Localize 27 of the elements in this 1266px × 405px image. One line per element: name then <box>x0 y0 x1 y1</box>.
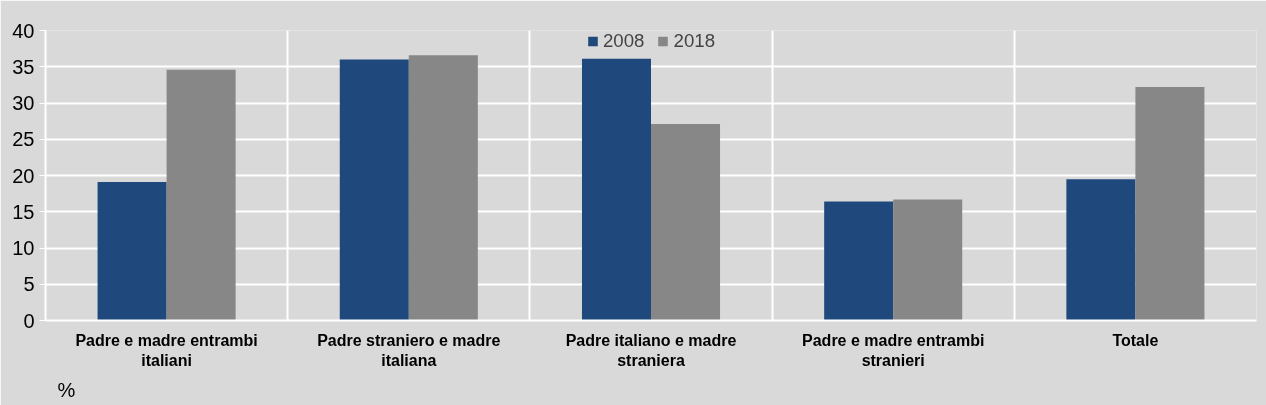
bar <box>339 59 409 321</box>
text: % <box>57 378 76 401</box>
x-tick-label: Padre italiano e madre straniera <box>565 331 737 369</box>
bar <box>651 124 721 321</box>
y-tick-label: 30 <box>12 92 35 114</box>
y-tick-label: 5 <box>23 273 35 296</box>
y-tick-label: 0 <box>23 309 35 332</box>
bar <box>97 182 167 321</box>
y-tick-label: 25 <box>12 128 35 151</box>
bar <box>893 199 963 321</box>
bar <box>1135 87 1205 321</box>
x-tick-label: Padre e madre entrambi stranieri <box>802 331 985 369</box>
legend-label: 2018 <box>673 30 716 52</box>
bar <box>166 69 236 321</box>
legend-label: 2008 <box>602 30 645 52</box>
bar <box>581 58 651 321</box>
x-tick-label: Padre e madre entrambi italiani <box>75 331 258 369</box>
y-tick-label: 20 <box>12 164 35 187</box>
y-tick-label: 40 <box>12 19 35 42</box>
y-tick-label: 15 <box>12 200 35 223</box>
bar <box>1066 179 1136 321</box>
y-tick-label: 35 <box>12 55 35 78</box>
bar <box>824 201 894 321</box>
y-tick-label: 10 <box>12 237 35 259</box>
x-tick-label: Totale <box>1112 331 1159 349</box>
x-tick-label: Padre straniero e madre italiana <box>317 331 501 369</box>
bar <box>408 55 478 321</box>
